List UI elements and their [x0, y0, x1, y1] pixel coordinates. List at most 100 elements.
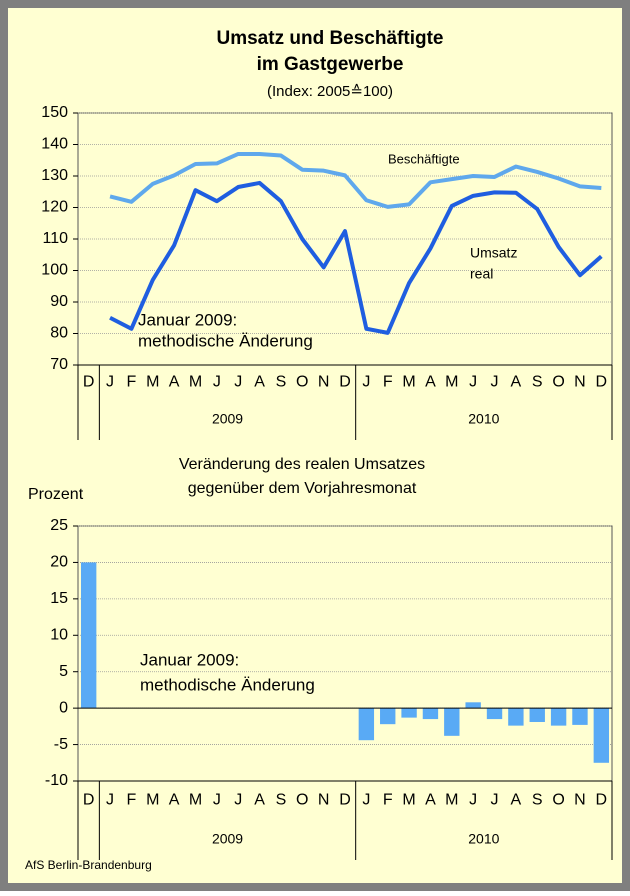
- x-tick-label: J: [491, 792, 499, 809]
- annotation: Januar 2009:: [138, 310, 237, 329]
- x-tick-label: O: [552, 792, 564, 809]
- x-group-label: 2009: [212, 831, 243, 847]
- chart-subtitle: (Index: 2005≙100): [267, 83, 393, 100]
- y-tick-label: 15: [50, 590, 68, 607]
- x-tick-label: M: [146, 792, 159, 809]
- x-tick-label: A: [511, 792, 522, 809]
- annotation: methodische Änderung: [140, 675, 315, 694]
- x-tick-label: S: [532, 374, 543, 391]
- x-tick-label: M: [146, 374, 159, 391]
- x-tick-label: S: [276, 792, 287, 809]
- bar: [529, 708, 545, 722]
- x-group-label: 2009: [212, 411, 243, 427]
- y-tick-label: -5: [54, 736, 68, 753]
- y-tick-label: 90: [50, 293, 68, 310]
- bar: [380, 708, 396, 725]
- x-tick-label: O: [552, 374, 564, 391]
- bar: [593, 708, 610, 763]
- footer: AfS Berlin-Brandenburg: [25, 858, 152, 872]
- x-tick-label: N: [318, 792, 330, 809]
- x-tick-label: J: [234, 792, 242, 809]
- x-tick-label: O: [296, 792, 308, 809]
- x-tick-label: J: [106, 374, 114, 391]
- annotation: methodische Änderung: [138, 331, 313, 350]
- annotation: Umsatz: [470, 245, 517, 261]
- y-tick-label: 0: [59, 699, 68, 716]
- bar: [572, 708, 588, 725]
- x-tick-label: A: [254, 792, 265, 809]
- panel: [8, 8, 622, 883]
- chart-title: gegenüber dem Vorjahresmonat: [188, 480, 417, 497]
- x-tick-label: F: [383, 374, 393, 391]
- x-tick-label: J: [234, 374, 242, 391]
- y-tick-label: 25: [50, 517, 68, 534]
- y-tick-label: 150: [41, 104, 68, 121]
- bar: [508, 708, 524, 726]
- chart-title: im Gastgewerbe: [257, 54, 404, 75]
- x-tick-label: M: [402, 374, 415, 391]
- x-tick-label: A: [169, 792, 180, 809]
- x-tick-label: M: [445, 792, 458, 809]
- y-tick-label: 20: [50, 554, 68, 571]
- x-tick-label: J: [213, 792, 221, 809]
- x-tick-label: J: [469, 374, 477, 391]
- x-tick-label: O: [296, 374, 308, 391]
- line-series: [109, 180, 603, 335]
- y-tick-label: -10: [45, 772, 68, 789]
- x-tick-label: J: [362, 374, 370, 391]
- x-tick-label: M: [189, 374, 202, 391]
- x-tick-label: D: [339, 374, 351, 391]
- line-series: [109, 151, 602, 209]
- x-tick-label: A: [511, 374, 522, 391]
- bar: [358, 708, 375, 741]
- y-tick-label: 140: [41, 136, 68, 153]
- x-tick-label: J: [213, 374, 221, 391]
- bar: [465, 702, 481, 709]
- x-tick-label: A: [425, 374, 436, 391]
- x-tick-label: J: [106, 792, 114, 809]
- x-tick-label: D: [83, 374, 95, 391]
- x-tick-label: D: [83, 792, 95, 809]
- x-tick-label: D: [596, 374, 608, 391]
- x-tick-label: S: [532, 792, 543, 809]
- x-tick-label: M: [445, 374, 458, 391]
- x-tick-label: F: [383, 792, 393, 809]
- y-tick-label: 110: [42, 230, 68, 247]
- x-tick-label: J: [362, 792, 370, 809]
- y-tick-label: 120: [41, 199, 68, 216]
- y-tick-label: 5: [59, 663, 68, 680]
- y-tick-label: 10: [50, 627, 68, 644]
- x-tick-label: F: [127, 792, 137, 809]
- x-tick-label: J: [491, 374, 499, 391]
- x-tick-label: D: [339, 792, 351, 809]
- x-tick-label: M: [402, 792, 415, 809]
- y-tick-label: 100: [41, 262, 68, 279]
- x-tick-label: N: [574, 792, 586, 809]
- x-group-label: 2010: [468, 831, 499, 847]
- bar: [444, 708, 460, 736]
- x-tick-label: A: [254, 374, 265, 391]
- y-tick-label: 80: [50, 325, 68, 342]
- x-tick-label: A: [169, 374, 180, 391]
- y-axis-label: Prozent: [28, 486, 84, 503]
- chart-title: Umsatz und Beschäftigte: [217, 28, 444, 49]
- x-tick-label: M: [189, 792, 202, 809]
- bar: [550, 708, 567, 726]
- x-tick-label: D: [596, 792, 608, 809]
- x-tick-label: S: [276, 374, 287, 391]
- x-tick-label: A: [425, 792, 436, 809]
- chart-title: Veränderung des realen Umsatzes: [179, 456, 425, 473]
- bar: [80, 562, 97, 709]
- x-tick-label: N: [318, 374, 330, 391]
- bar: [422, 708, 439, 720]
- x-tick-label: N: [574, 374, 586, 391]
- bar: [401, 708, 417, 718]
- bar: [486, 708, 503, 720]
- y-tick-label: 130: [41, 167, 68, 184]
- x-group-label: 2010: [468, 411, 499, 427]
- annotation: Beschäftigte: [388, 151, 460, 166]
- y-tick-label: 70: [50, 356, 68, 373]
- x-tick-label: J: [469, 792, 477, 809]
